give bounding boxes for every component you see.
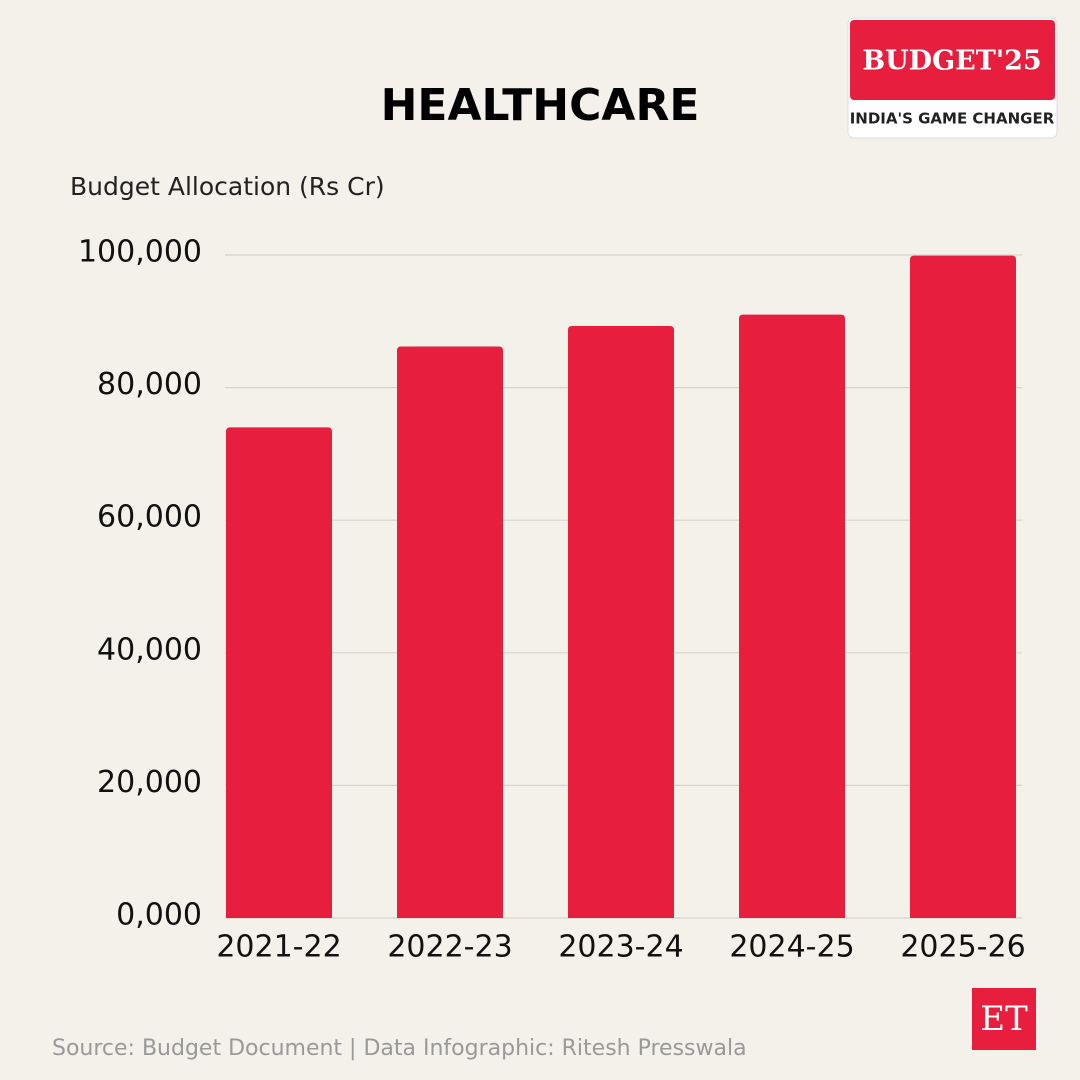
et-logo: ET bbox=[980, 999, 1028, 1039]
y-tick-label: 20,000 bbox=[97, 765, 202, 800]
y-tick-label: 0,000 bbox=[116, 898, 202, 933]
bar bbox=[226, 427, 332, 918]
chart-title: HEALTHCARE bbox=[381, 80, 700, 131]
x-tick-label: 2023-24 bbox=[558, 930, 683, 965]
y-tick-label: 60,000 bbox=[97, 500, 202, 535]
bar bbox=[739, 314, 845, 918]
bar bbox=[568, 325, 674, 918]
x-tick-label: 2022-23 bbox=[387, 930, 512, 965]
badge-top bbox=[850, 20, 1055, 100]
y-axis-label: Budget Allocation (Rs Cr) bbox=[70, 172, 385, 201]
bar bbox=[397, 346, 503, 918]
et-logo-box bbox=[972, 988, 1036, 1050]
y-tick-label: 100,000 bbox=[78, 235, 202, 270]
badge-subtitle: INDIA'S GAME CHANGER bbox=[850, 110, 1055, 128]
x-tick-label: 2024-25 bbox=[729, 930, 854, 965]
badge: BUDGET'25 INDIA'S GAME CHANGER bbox=[847, 17, 1058, 139]
y-tick-label: 40,000 bbox=[97, 632, 202, 667]
x-tick-label: 2025-26 bbox=[900, 930, 1025, 965]
source: Source: Budget Document | Data Infograph… bbox=[52, 1036, 747, 1061]
x-tick-label: 2021-22 bbox=[216, 930, 341, 965]
bar bbox=[910, 255, 1016, 919]
badge-title: BUDGET'25 bbox=[862, 46, 1041, 77]
y-tick-label: 80,000 bbox=[97, 367, 202, 402]
